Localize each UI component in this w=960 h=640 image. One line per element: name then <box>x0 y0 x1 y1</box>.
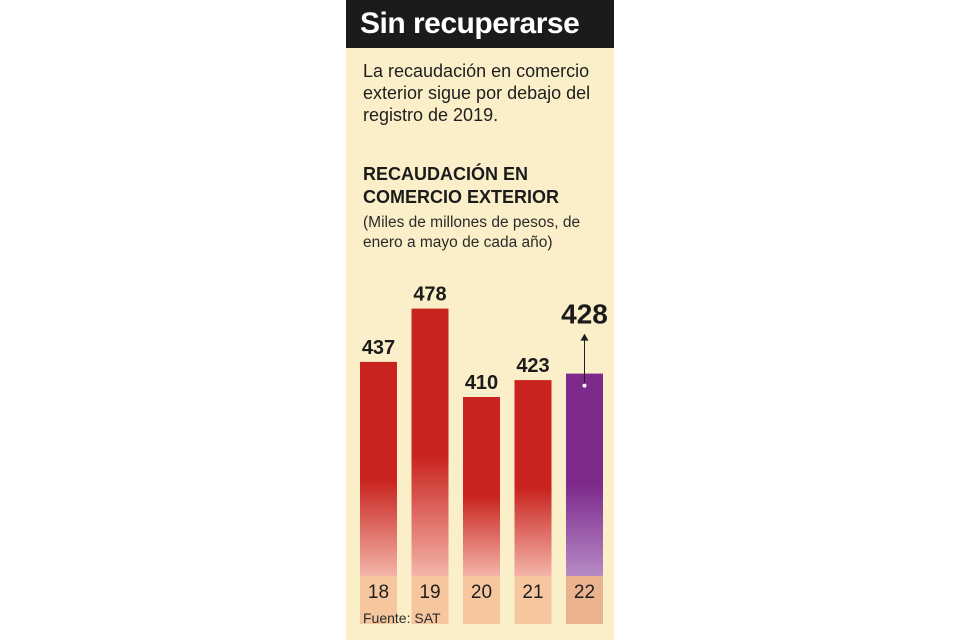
bar-18 <box>360 361 397 576</box>
bar-22 <box>566 373 603 576</box>
data-label-18: 437 <box>362 337 395 359</box>
tick-label-20: 20 <box>471 582 492 603</box>
data-label-19: 478 <box>413 284 446 306</box>
bar-chart: 18 437 19 478 20 410 21 423 22 428 <box>360 284 608 624</box>
chart-subtitle: (Miles de millones de pesos, de enero a … <box>363 214 581 251</box>
header-title: Sin recuperarse <box>346 0 614 48</box>
axis-band-20 <box>463 576 500 624</box>
data-label-21: 423 <box>516 355 549 377</box>
infographic-panel: Sin recuperarse La recaudación en comerc… <box>346 0 614 640</box>
tick-label-18: 18 <box>368 582 389 603</box>
source-note: Fuente: SAT <box>363 610 441 626</box>
arrow-origin-dot <box>582 383 587 388</box>
tick-label-19: 19 <box>419 582 440 603</box>
tick-label-21: 21 <box>522 582 543 603</box>
axis-band-21 <box>514 576 552 624</box>
data-label-22: 428 <box>561 299 608 330</box>
bar-20 <box>463 397 500 576</box>
bar-21 <box>514 380 552 576</box>
chart-title: RECAUDACIÓN EN COMERCIO EXTERIOR <box>363 164 560 207</box>
bar-19 <box>411 308 449 576</box>
axis-band-22 <box>566 576 603 624</box>
data-label-20: 410 <box>465 372 498 394</box>
increase-arrow-icon <box>580 333 589 341</box>
intro-text: La recaudación en comercio exterior sigu… <box>363 61 591 125</box>
axis-band-18 <box>360 576 397 624</box>
tick-label-22: 22 <box>574 582 595 603</box>
axis-band-19 <box>411 576 449 624</box>
